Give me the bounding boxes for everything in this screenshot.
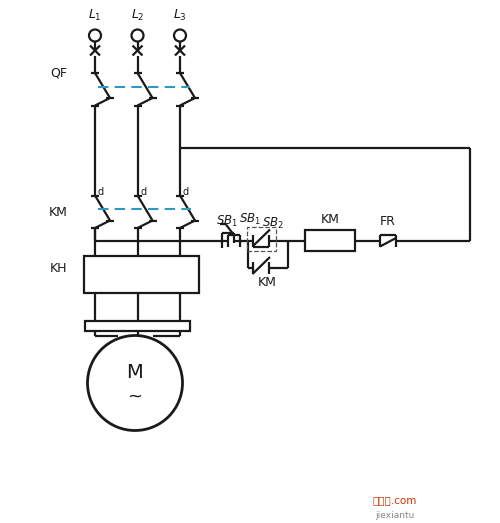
Text: $L_3$: $L_3$ <box>173 8 187 23</box>
Circle shape <box>88 335 182 430</box>
Text: d: d <box>183 187 189 197</box>
Text: M: M <box>126 362 144 381</box>
Text: KH: KH <box>50 262 68 275</box>
Text: KM: KM <box>320 213 340 226</box>
Bar <box>305 231 355 251</box>
Text: ~: ~ <box>128 388 142 406</box>
Circle shape <box>89 29 101 41</box>
Text: $SB_1$: $SB_1$ <box>216 214 238 229</box>
Text: d: d <box>98 187 104 197</box>
Text: $SB_2$: $SB_2$ <box>262 215 284 231</box>
Text: jiexiantu: jiexiantu <box>376 511 414 520</box>
Text: $L_2$: $L_2$ <box>130 8 144 23</box>
Bar <box>84 256 199 293</box>
Text: KM: KM <box>48 207 68 220</box>
Circle shape <box>132 29 143 41</box>
Text: $L_1$: $L_1$ <box>88 8 102 23</box>
Text: FR: FR <box>380 215 396 228</box>
Circle shape <box>174 29 186 41</box>
Bar <box>85 321 190 331</box>
Text: KM: KM <box>258 276 277 289</box>
Bar <box>246 228 276 252</box>
Text: QF: QF <box>50 66 68 79</box>
Text: d: d <box>140 187 146 197</box>
Text: $SB_1$: $SB_1$ <box>239 212 261 227</box>
Text: 接线图.com: 接线图.com <box>373 495 417 506</box>
